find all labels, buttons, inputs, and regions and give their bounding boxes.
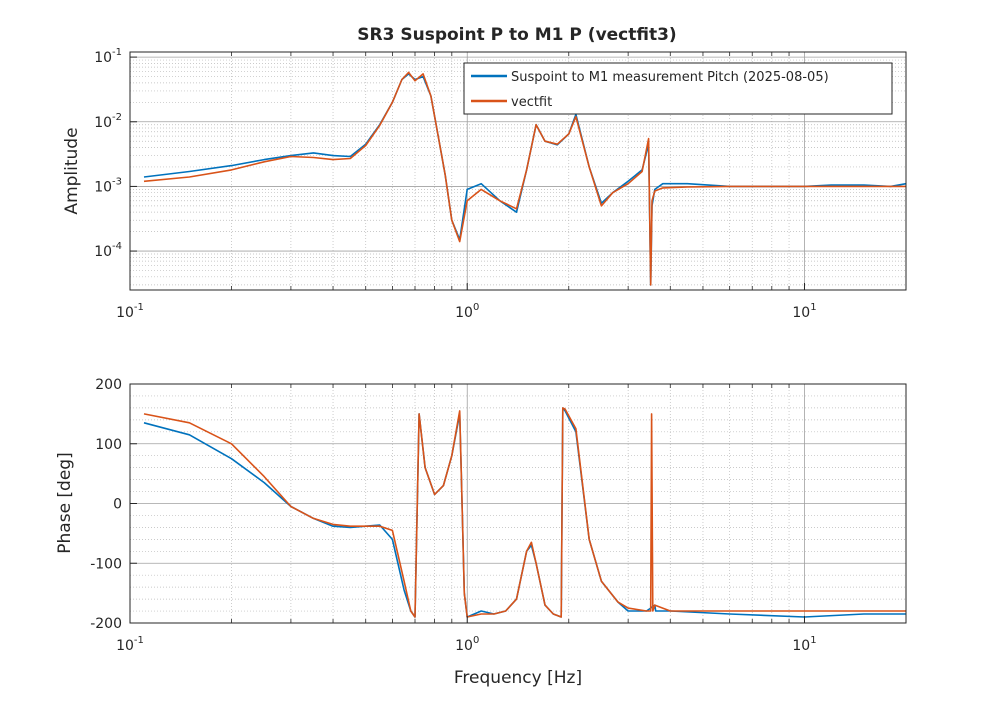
phase-ylabel: Phase [deg] xyxy=(55,452,75,553)
amplitude-ytick-label: 10-4 xyxy=(94,241,122,260)
amplitude-ytick-label: 10-3 xyxy=(94,176,122,195)
phase-ticks: 10-1 100 101 -200 -100 0 100 200 xyxy=(90,377,816,654)
phase-ytick-label: -100 xyxy=(90,556,122,572)
phase-xlabel: Frequency [Hz] xyxy=(454,668,582,688)
amplitude-ticks: 10-1 100 101 10-4 10-3 10-2 10-1 xyxy=(94,47,816,321)
phase-series-line-vectfit xyxy=(143,407,906,618)
phase-ytick-label: -200 xyxy=(90,616,122,632)
chart-title: SR3 Suspoint P to M1 P (vectfit3) xyxy=(357,25,676,45)
phase-ytick-label: 200 xyxy=(95,377,122,393)
legend-label-measurement: Suspoint to M1 measurement Pitch (2025-0… xyxy=(511,70,829,85)
amplitude-xtick-label: 100 xyxy=(455,302,479,321)
amplitude-xtick-label: 101 xyxy=(792,302,816,321)
amplitude-panel: 10-1 100 101 10-4 10-3 10-2 10-1 Amplitude Sus… xyxy=(62,47,907,321)
legend: Suspoint to M1 measurement Pitch (2025-0… xyxy=(463,62,893,115)
amplitude-ylabel: Amplitude xyxy=(62,127,82,214)
phase-xtick-label: 10-1 xyxy=(116,635,144,654)
phase-ytick-label: 0 xyxy=(113,497,122,513)
phase-xtick-label: 101 xyxy=(792,635,816,654)
amplitude-xtick-label: 10-1 xyxy=(116,302,144,321)
legend-label-vectfit: vectfit xyxy=(511,95,552,110)
phase-ytick-label: 100 xyxy=(95,437,122,453)
amplitude-series-line-vectfit xyxy=(143,71,906,286)
amplitude-lines xyxy=(143,71,907,286)
phase-lines xyxy=(143,407,906,618)
phase-xtick-label: 100 xyxy=(455,635,479,654)
phase-panel: 10-1 100 101 -200 -100 0 100 200 Phase [deg] Fr… xyxy=(55,377,907,688)
amplitude-ytick-label: 10-2 xyxy=(94,112,122,131)
amplitude-ytick-label: 10-1 xyxy=(94,47,122,66)
